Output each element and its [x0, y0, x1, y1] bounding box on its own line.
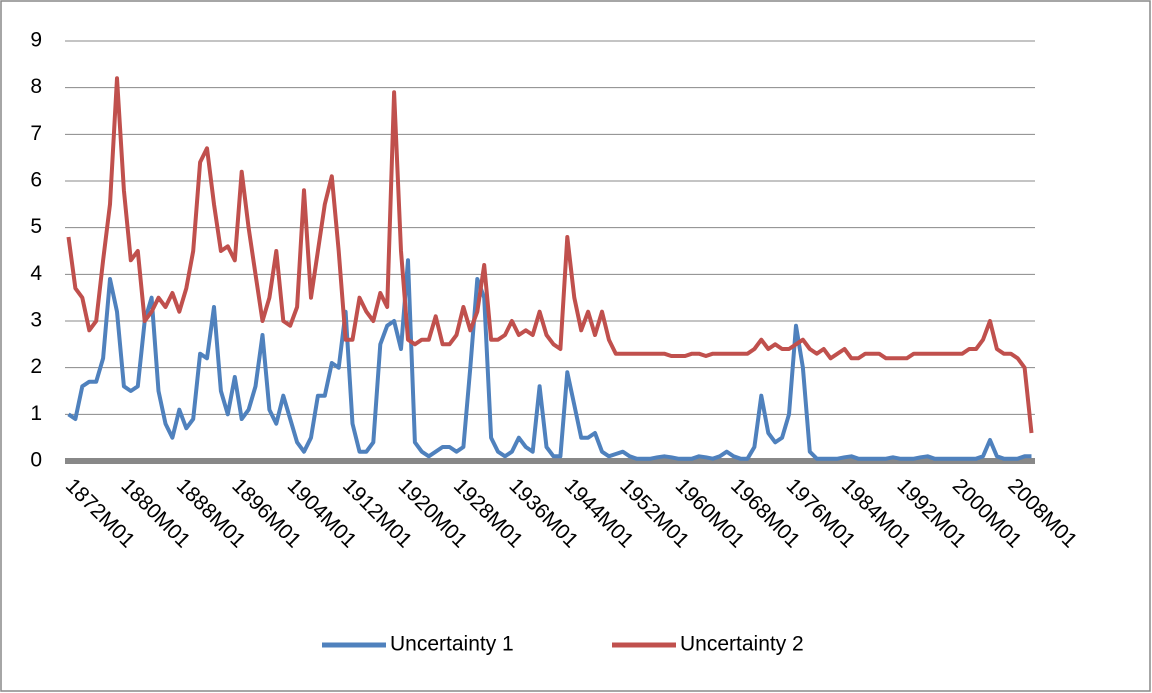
- y-tick-label: 5: [30, 215, 42, 238]
- y-tick-label: 7: [30, 122, 42, 145]
- y-tick-label: 0: [30, 449, 42, 472]
- y-tick-label: 3: [30, 309, 42, 332]
- y-tick-label: 9: [30, 29, 42, 52]
- y-tick-label: 4: [30, 262, 42, 285]
- y-tick-label: 2: [30, 355, 42, 378]
- series-line: [66, 76, 1034, 434]
- legend-label: Uncertainty 2: [680, 633, 804, 656]
- y-tick-label: 1: [30, 402, 42, 425]
- x-axis: [65, 458, 1035, 464]
- series-line: [67, 258, 1032, 461]
- y-tick-label: 8: [30, 75, 42, 98]
- legend-label: Uncertainty 1: [390, 633, 514, 656]
- y-tick-label: 6: [30, 169, 42, 192]
